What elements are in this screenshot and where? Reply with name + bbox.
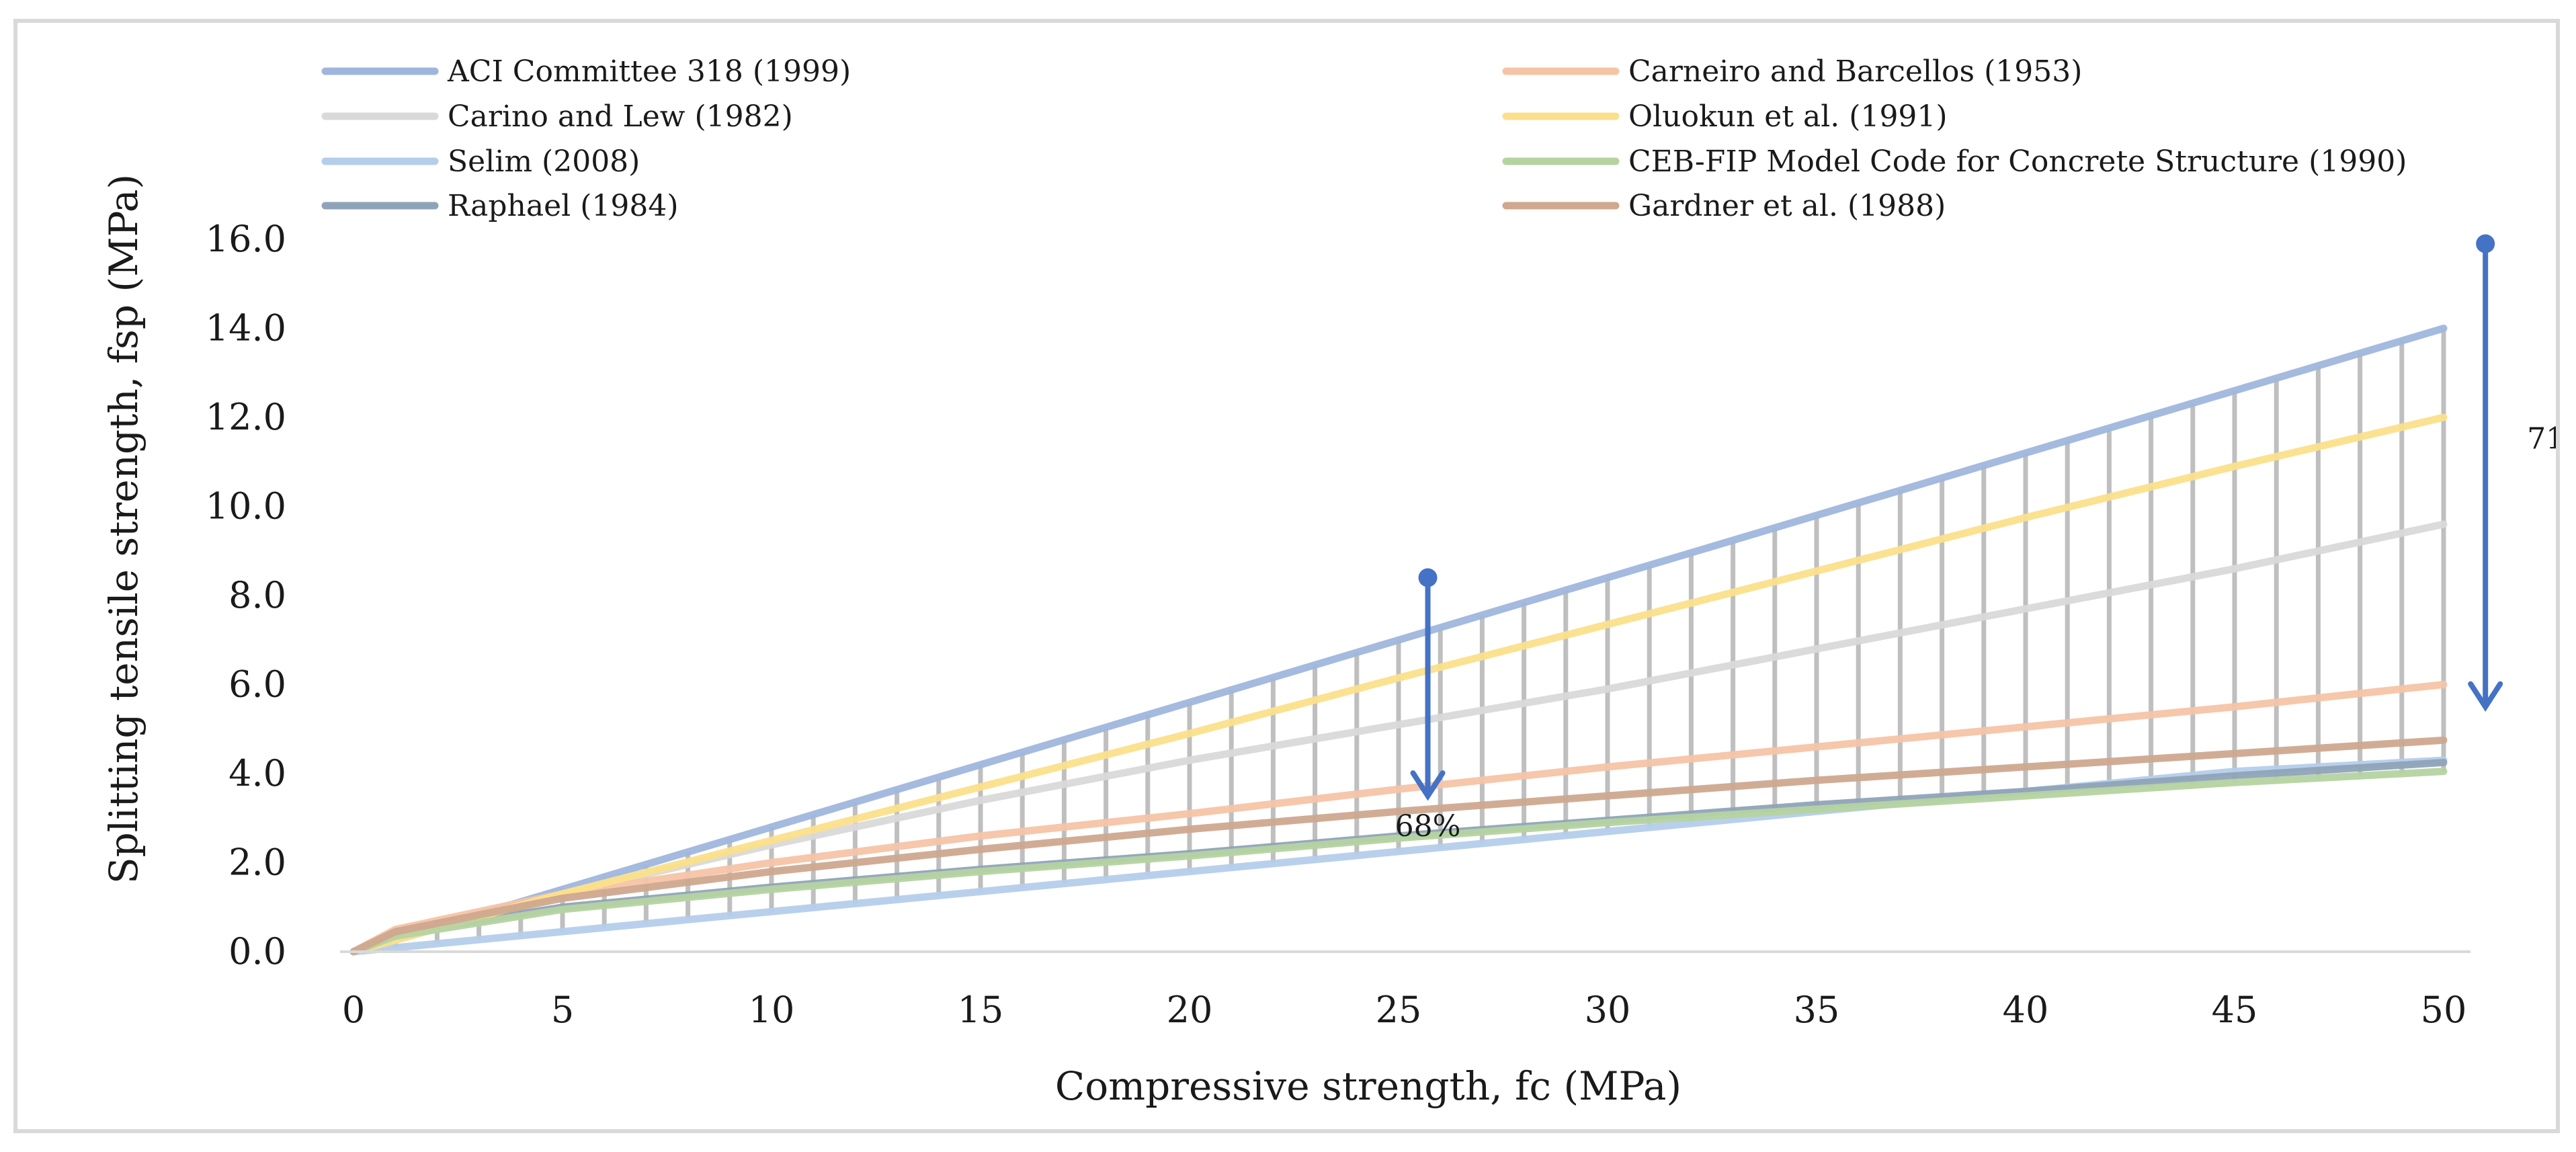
series-line bbox=[349, 768, 2448, 956]
legend-label: Carino and Lew (1982) bbox=[448, 99, 793, 134]
series-line bbox=[349, 736, 2448, 956]
x-tick-label: 50 bbox=[2421, 989, 2467, 1031]
x-tick-label: 40 bbox=[2003, 989, 2049, 1031]
legend: ACI Committee 318 (1999) Carino and Lew (… bbox=[321, 54, 2407, 223]
legend-label: Carneiro and Barcellos (1953) bbox=[1628, 54, 2082, 89]
y-tick-label: 10.0 bbox=[206, 485, 286, 528]
x-tick-label: 30 bbox=[1585, 989, 1631, 1031]
legend-label: ACI Committee 318 (1999) bbox=[447, 54, 851, 89]
annotation-label: 68% bbox=[1395, 809, 1461, 844]
x-tick-label: 25 bbox=[1376, 989, 1422, 1031]
x-tick-label: 15 bbox=[958, 989, 1004, 1031]
x-tick-label: 5 bbox=[551, 989, 574, 1031]
x-tick-label: 35 bbox=[1794, 989, 1840, 1031]
x-tick-label: 45 bbox=[2212, 989, 2258, 1031]
chart-svg: 0 5 10 15 20 25 30 35 40 45 50 0.0 2.0 4.0 6.0 8.0 10.0… bbox=[101, 54, 2556, 1109]
legend-label: Raphael (1984) bbox=[448, 189, 679, 223]
annotations: 68% 71% bbox=[1395, 234, 2556, 844]
x-tick-label: 20 bbox=[1167, 989, 1213, 1031]
y-tick-label: 0.0 bbox=[228, 930, 286, 973]
y-tick-label: 16.0 bbox=[206, 218, 286, 260]
chart-frame: 0 5 10 15 20 25 30 35 40 45 50 0.0 2.0 4.0 6.0 8.0 10.0… bbox=[13, 19, 2560, 1133]
legend-label: Oluokun et al. (1991) bbox=[1628, 99, 1948, 134]
annotation-label: 71% bbox=[2527, 421, 2556, 456]
y-tick-label: 8.0 bbox=[228, 574, 286, 616]
x-tick-label: 0 bbox=[342, 989, 365, 1031]
y-tick-labels: 0.0 2.0 4.0 6.0 8.0 10.0 12.0 14.0 16.0 bbox=[206, 218, 286, 973]
y-tick-label: 14.0 bbox=[206, 307, 286, 349]
legend-label: CEB-FIP Model Code for Concrete Structur… bbox=[1628, 145, 2407, 179]
y-tick-label: 2.0 bbox=[228, 841, 286, 884]
series-line bbox=[349, 325, 2448, 956]
x-tick-labels: 0 5 10 15 20 25 30 35 40 45 50 bbox=[342, 989, 2467, 1031]
y-axis-label: Splitting tensile strength, fsp (MPa) bbox=[101, 174, 147, 884]
y-tick-label: 4.0 bbox=[228, 752, 286, 794]
arrow-head bbox=[2468, 681, 2503, 712]
legend-label: Gardner et al. (1988) bbox=[1628, 189, 1946, 223]
series-line bbox=[349, 413, 2448, 956]
x-tick-label: 10 bbox=[749, 989, 795, 1031]
x-axis-label: Compressive strength, fc (MPa) bbox=[1055, 1063, 1681, 1109]
y-tick-label: 6.0 bbox=[228, 663, 286, 706]
legend-label: Selim (2008) bbox=[448, 145, 640, 179]
y-tick-label: 12.0 bbox=[206, 396, 286, 438]
arrow-head bbox=[1410, 770, 1446, 801]
series-lines bbox=[349, 325, 2448, 956]
